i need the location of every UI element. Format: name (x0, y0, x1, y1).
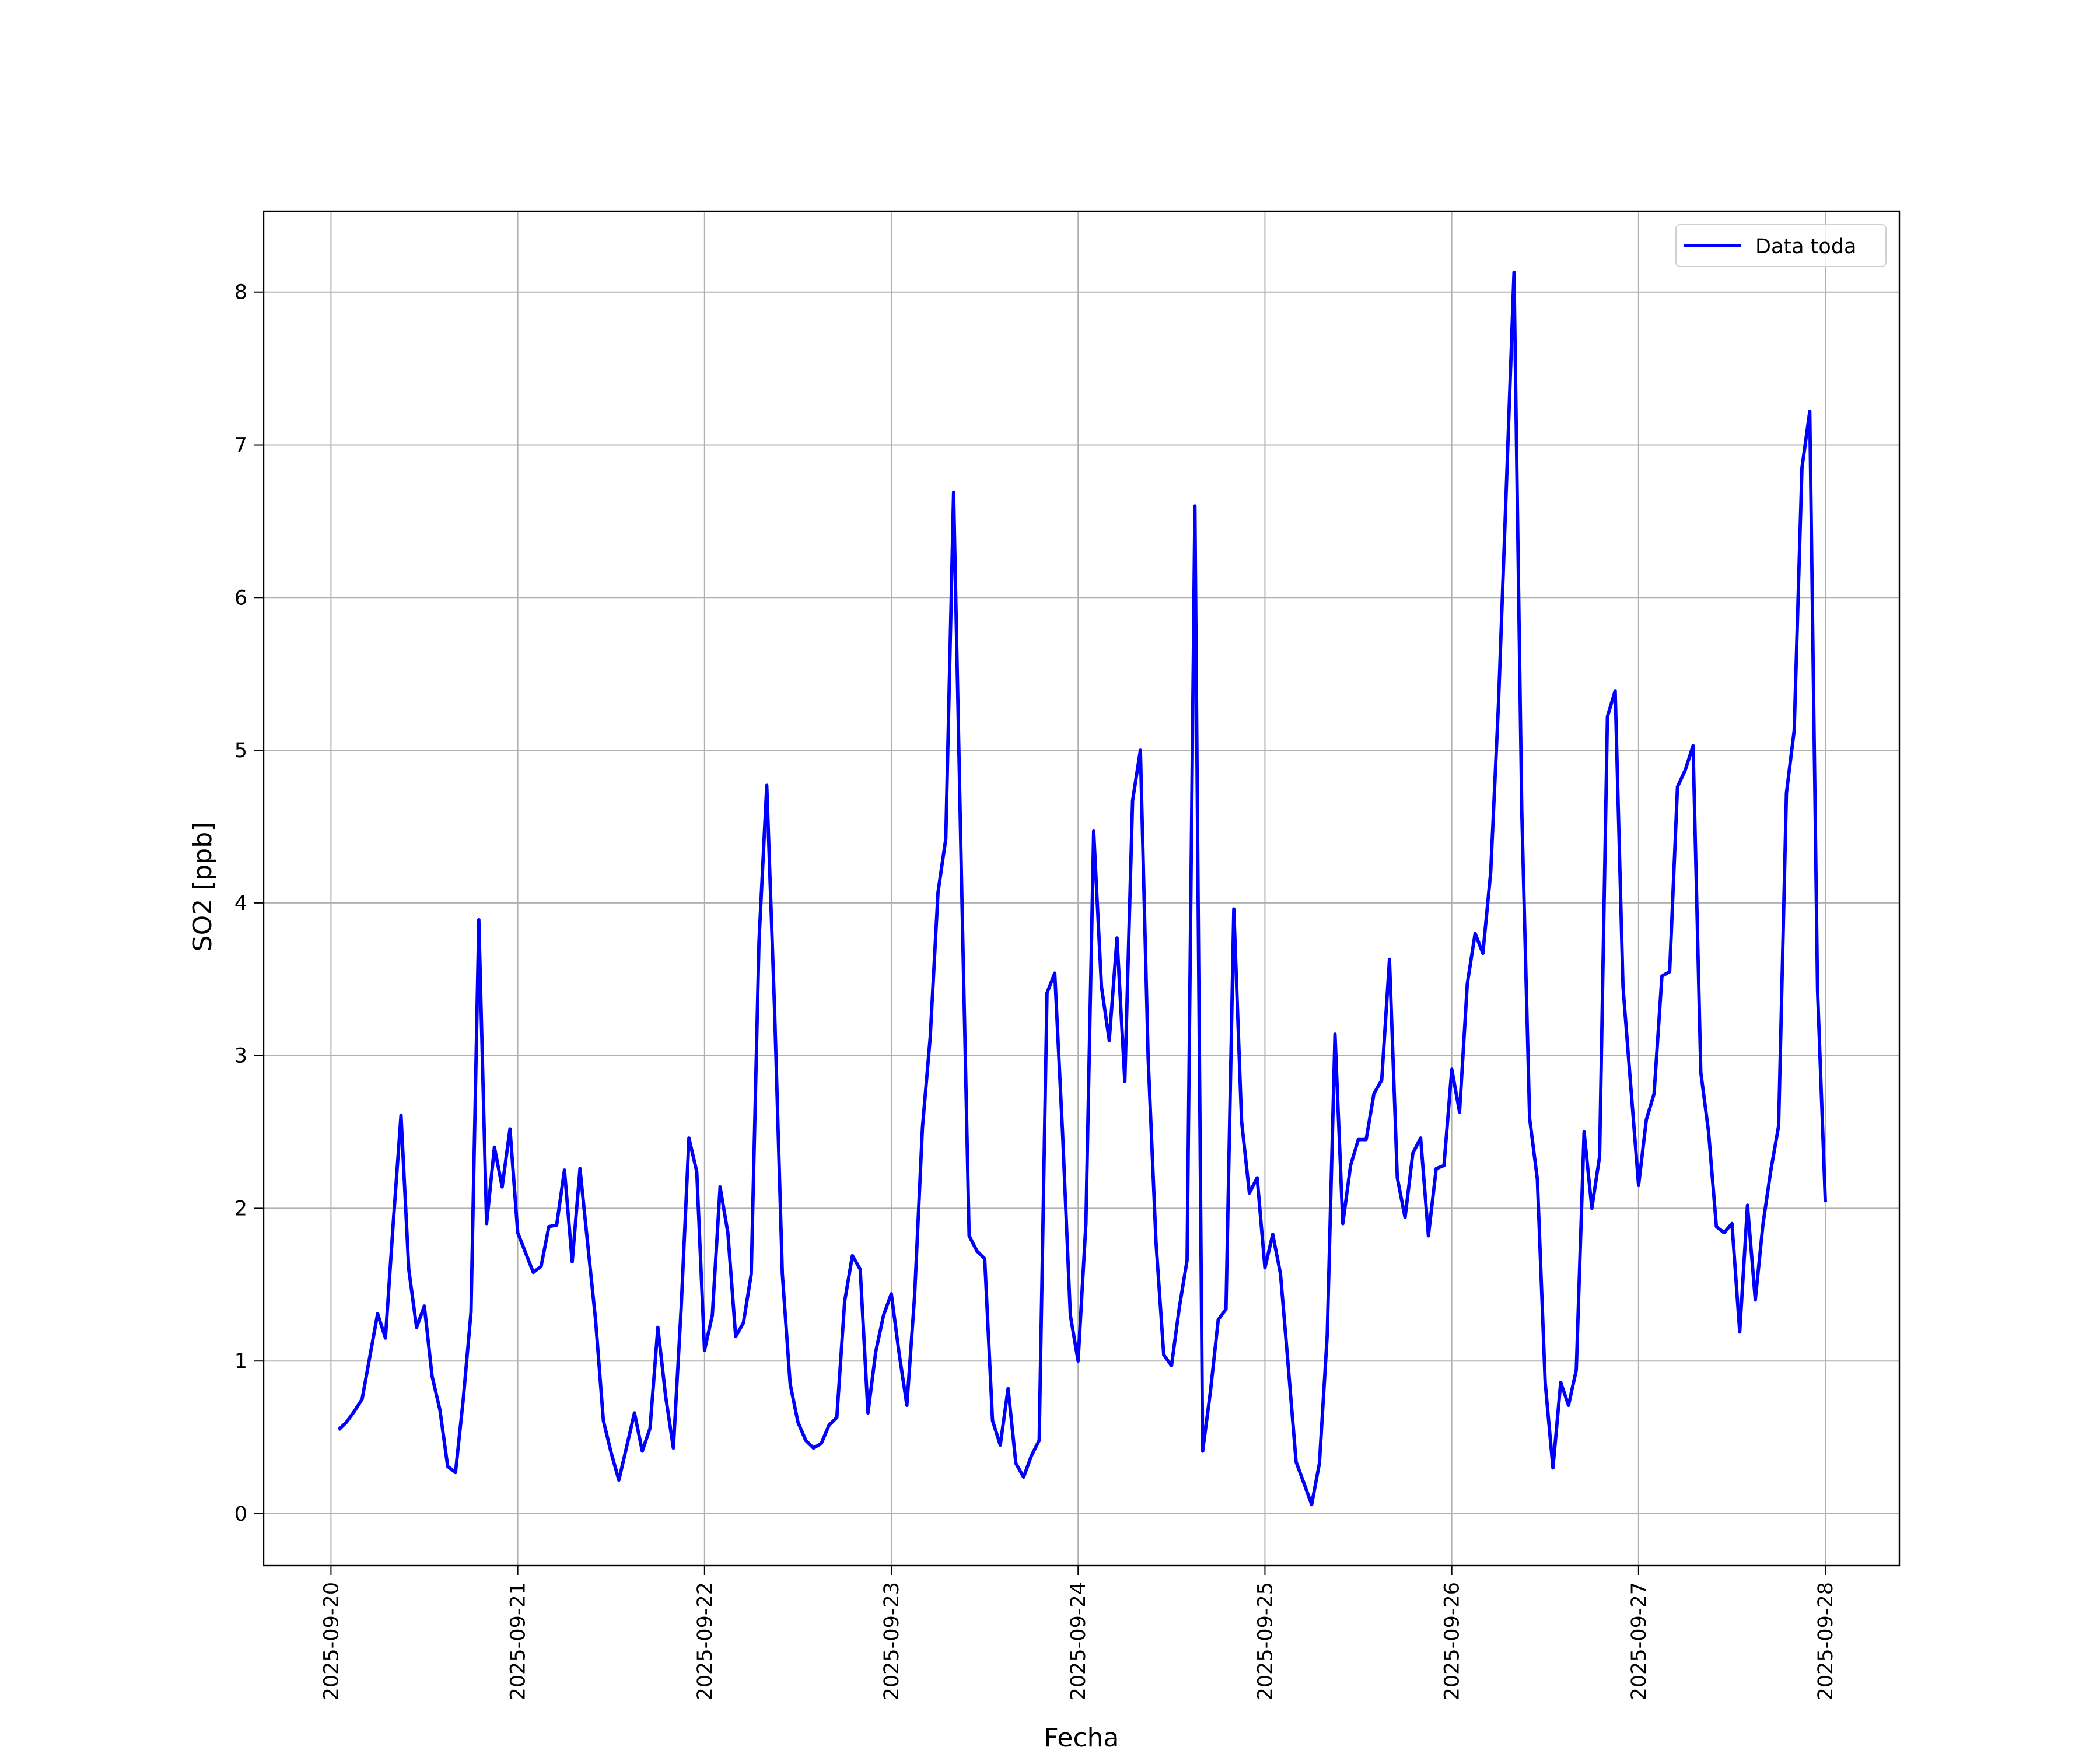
x-tick-label: 2025-09-23 (880, 1582, 904, 1700)
x-axis-label: Fecha (1044, 1723, 1119, 1750)
x-tick-label: 2025-09-24 (1067, 1582, 1090, 1700)
x-tick-label: 2025-09-26 (1441, 1582, 1464, 1700)
data-line (337, 270, 1827, 1507)
y-axis-label: SO2 [ppb] (188, 822, 218, 952)
legend-box (1675, 224, 1887, 267)
y-tick-label: 1 (235, 1350, 247, 1373)
x-tick-label: 2025-09-27 (1628, 1582, 1651, 1700)
x-tick-label: 2025-09-25 (1254, 1582, 1277, 1700)
y-tick-label: 3 (235, 1045, 247, 1068)
y-tick-label: 8 (235, 281, 247, 304)
y-tick-label: 4 (235, 892, 247, 915)
y-tick-label: 2 (235, 1197, 247, 1220)
plot-frame (262, 210, 1901, 1567)
y-tick-label: 5 (235, 739, 247, 762)
y-tick-label: 0 (235, 1503, 247, 1526)
x-tick-label: 2025-09-28 (1814, 1582, 1838, 1700)
x-tick-label: 2025-09-22 (694, 1582, 717, 1700)
y-tick-label: 7 (235, 434, 247, 457)
x-tick-label: 2025-09-20 (320, 1582, 343, 1700)
y-tick-label: 6 (235, 586, 247, 610)
x-tick-label: 2025-09-21 (507, 1582, 530, 1700)
legend-label: Data toda (1755, 235, 1857, 258)
